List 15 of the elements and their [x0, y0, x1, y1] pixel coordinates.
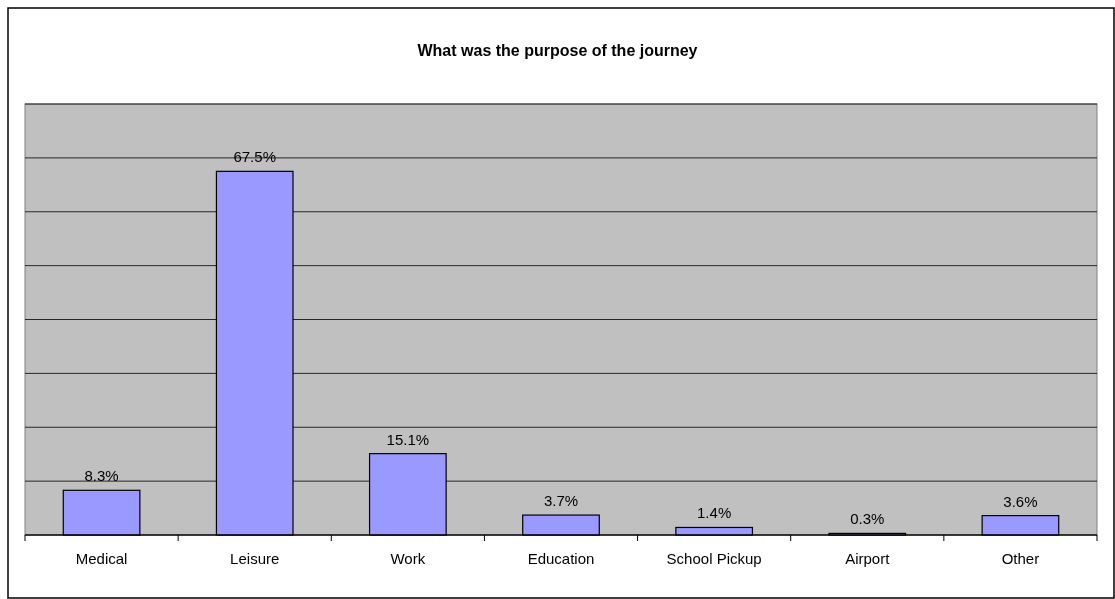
- x-tick-label: School Pickup: [666, 550, 762, 567]
- data-label: 67.5%: [233, 148, 276, 166]
- data-label: 3.7%: [543, 492, 579, 510]
- x-tick-label: Leisure: [230, 550, 280, 567]
- data-label: 15.1%: [386, 430, 430, 448]
- data-label: 8.3%: [84, 467, 119, 485]
- x-tick-label: Work: [390, 550, 426, 567]
- x-tick-label: Education: [527, 550, 595, 567]
- data-label: 1.4%: [697, 504, 732, 522]
- data-label: 3.6%: [1003, 492, 1038, 510]
- x-tick-label: Medical: [75, 550, 128, 567]
- data-label: 0.3%: [850, 510, 885, 528]
- chart-title: What was the purpose of the journey: [417, 42, 698, 59]
- x-tick-label: Airport: [845, 550, 891, 567]
- x-tick-label: Other: [1001, 550, 1040, 567]
